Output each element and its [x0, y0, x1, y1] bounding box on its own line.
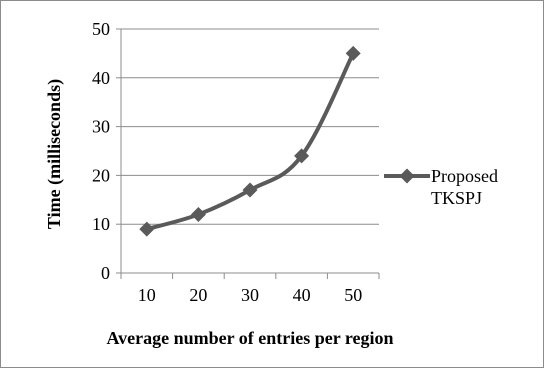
y-tick-label: 10	[92, 214, 110, 234]
data-point-marker	[190, 206, 206, 222]
legend-marker	[399, 168, 415, 184]
data-series	[139, 45, 361, 237]
legend-label: TKSPJ	[431, 188, 482, 208]
x-tick-label: 20	[189, 285, 207, 305]
x-tick-label: 50	[344, 285, 362, 305]
y-tick-label: 40	[92, 68, 110, 88]
x-axis-title: Average number of entries per region	[106, 328, 393, 348]
y-tick-label: 50	[92, 19, 110, 39]
x-tick-label: 10	[138, 285, 156, 305]
data-point-marker	[242, 182, 258, 198]
axes	[116, 28, 380, 279]
data-point-marker	[294, 148, 310, 164]
data-point-marker	[345, 45, 361, 61]
data-point-marker	[139, 221, 155, 237]
series-line	[146, 52, 355, 232]
y-tick-label: 30	[92, 117, 110, 137]
x-tick-labels: 10 20 30 40 50	[138, 285, 362, 305]
y-tick-labels: 0 10 20 30 40 50	[92, 19, 110, 283]
x-tick-label: 40	[293, 285, 311, 305]
y-tick-label: 0	[101, 263, 110, 283]
x-tick-label: 30	[241, 285, 259, 305]
y-tick-label: 20	[92, 165, 110, 185]
y-axis-title: Time (milliseconds)	[44, 79, 65, 229]
legend-label: Proposed	[431, 166, 498, 186]
